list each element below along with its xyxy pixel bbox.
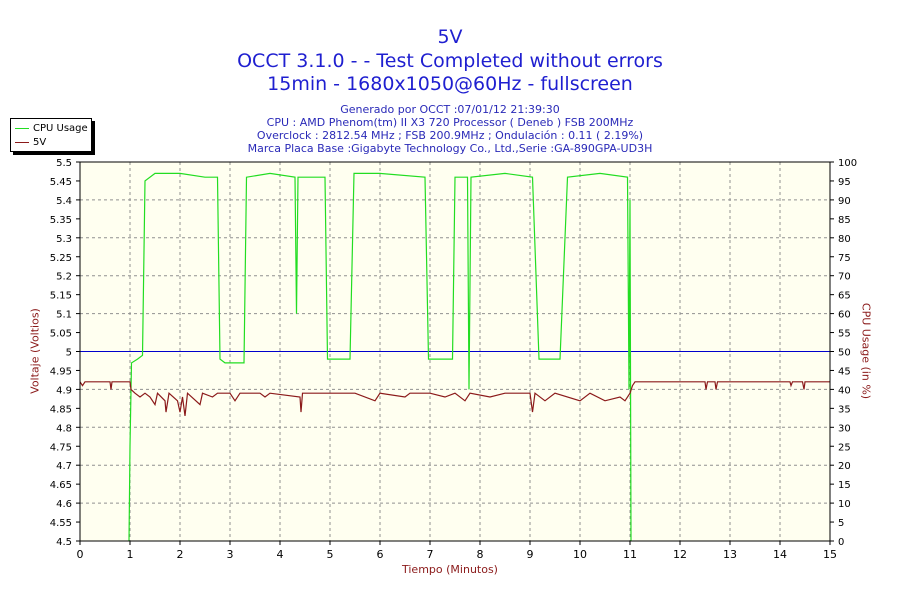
y-tick-label-left: 5.2: [56, 272, 72, 283]
y-tick-label-left: 4.95: [50, 366, 72, 377]
x-tick-label: 6: [377, 548, 384, 561]
legend-swatch-voltage: [15, 141, 29, 143]
y-tick-label-right: 20: [838, 461, 851, 472]
y-tick-label-left: 5.15: [50, 291, 72, 302]
y-tick-label-left: 4.5: [56, 537, 72, 548]
chart-subtitle-resolution: 15min - 1680x1050@60Hz - fullscreen: [267, 73, 633, 95]
legend-swatch-cpu: [15, 127, 29, 129]
x-tick-label: 7: [427, 548, 434, 561]
x-tick-label: 15: [823, 548, 837, 561]
legend-item-cpu: CPU Usage: [15, 122, 88, 134]
y-tick-label-right: 70: [838, 272, 851, 283]
info-board: Marca Placa Base :Gigabyte Technology Co…: [247, 142, 653, 155]
y-axis-title-left: Voltaje (Voltios): [28, 308, 42, 394]
series-line-5v: [79, 381, 830, 416]
x-tick-label: 2: [177, 548, 184, 561]
y-tick-label-left: 5.05: [50, 329, 72, 340]
x-tick-label: 5: [327, 548, 334, 561]
x-tick-label: 13: [723, 548, 737, 561]
legend-label-cpu: CPU Usage: [33, 122, 88, 134]
x-tick-label: 0: [77, 548, 84, 561]
x-tick-label: 11: [623, 548, 637, 561]
y-tick-label-right: 75: [838, 253, 851, 264]
y-tick-label-right: 10: [838, 499, 851, 510]
chart-legend: CPU Usage 5V: [10, 118, 92, 152]
y-tick-label-right: 80: [838, 234, 851, 245]
y-tick-label-right: 35: [838, 404, 851, 415]
series-line-cpu-usage: [128, 172, 632, 542]
info-generated: Generado por OCCT :07/01/12 21:39:30: [340, 103, 560, 116]
x-axis-title: Tiempo (Minutos): [402, 563, 498, 576]
y-tick-label-right: 95: [838, 177, 851, 188]
x-tick-label: 9: [527, 548, 534, 561]
y-tick-label-right: 55: [838, 329, 851, 340]
y-tick-label-right: 65: [838, 291, 851, 302]
legend-item-voltage: 5V: [15, 136, 46, 148]
y-tick-label-left: 5.4: [56, 196, 72, 207]
y-tick-label-left: 5.35: [50, 215, 72, 226]
y-tick-label-left: 4.75: [50, 442, 72, 453]
chart-title: 5V: [437, 26, 463, 48]
y-tick-label-right: 85: [838, 215, 851, 226]
y-tick-label-left: 5: [66, 348, 72, 359]
y-tick-label-left: 4.8: [56, 423, 72, 434]
y-tick-label-left: 5.1: [56, 310, 72, 321]
y-tick-label-right: 50: [838, 348, 851, 359]
legend-label-voltage: 5V: [33, 136, 47, 148]
x-tick-label: 4: [277, 548, 284, 561]
chart-subtitle: OCCT 3.1.0 - - Test Completed without er…: [237, 50, 663, 72]
x-tick-label: 10: [573, 548, 587, 561]
y-tick-label-left: 5.3: [56, 234, 72, 245]
y-tick-label-right: 30: [838, 423, 851, 434]
y-tick-label-right: 0: [838, 537, 844, 548]
info-overclock: Overclock : 2812.54 MHz ; FSB 200.9MHz ;…: [256, 129, 644, 142]
y-tick-label-left: 5.5: [56, 158, 72, 169]
x-tick-label: 14: [773, 548, 787, 561]
y-tick-label-left: 4.9: [56, 385, 72, 396]
plot-frame: [79, 161, 831, 542]
y-tick-label-right: 45: [838, 366, 851, 377]
y-tick-label-left: 5.25: [50, 253, 72, 264]
y-tick-label-left: 4.65: [50, 480, 72, 491]
info-cpu: CPU : AMD Phenom(tm) II X3 720 Processor…: [266, 116, 634, 129]
y-tick-label-left: 4.55: [50, 518, 72, 529]
y-tick-label-right: 90: [838, 196, 851, 207]
y-tick-label-right: 25: [838, 442, 851, 453]
y-tick-label-left: 4.7: [56, 461, 72, 472]
x-tick-label: 1: [127, 548, 134, 561]
x-tick-label: 8: [477, 548, 484, 561]
y-tick-label-left: 5.45: [50, 177, 72, 188]
x-tick-label: 3: [227, 548, 234, 561]
x-tick-label: 12: [673, 548, 687, 561]
y-tick-label-right: 100: [838, 158, 857, 169]
y-tick-label-left: 4.6: [56, 499, 72, 510]
y-tick-label-right: 5: [838, 518, 844, 529]
y-tick-label-right: 15: [838, 480, 851, 491]
y-tick-label-right: 40: [838, 385, 851, 396]
y-axis-title-right: CPU Usage (in %): [859, 302, 873, 400]
y-tick-label-left: 4.85: [50, 404, 72, 415]
y-tick-label-right: 60: [838, 310, 851, 321]
